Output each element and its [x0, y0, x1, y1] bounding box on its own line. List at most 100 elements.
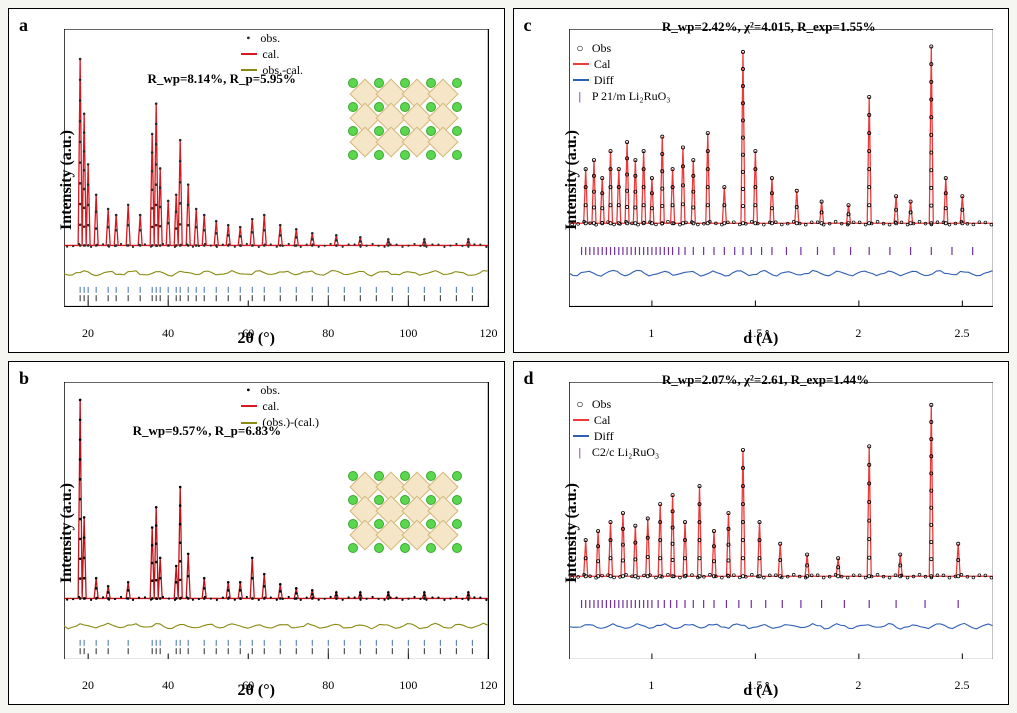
xtick-label: 2 [855, 326, 861, 341]
atom-icon [400, 471, 410, 481]
atom-icon [348, 519, 358, 529]
atom-icon [400, 543, 410, 553]
xtick-label: 2.5 [954, 678, 969, 693]
xtick-label: 1 [648, 326, 654, 341]
legend-symbol [241, 405, 257, 407]
xtick-label: 80 [322, 326, 334, 341]
legend-text: cal. [262, 398, 279, 414]
xtick-label: 40 [162, 678, 174, 693]
atom-icon [348, 495, 358, 505]
panel-d-label: d [524, 368, 534, 389]
atom-icon [426, 150, 436, 160]
atom-icon [400, 495, 410, 505]
legend-item: (obs.)-(cal.) [241, 414, 319, 430]
xtick-label: 2.5 [954, 326, 969, 341]
legend-item: cal. [241, 398, 319, 414]
legend-text: Cal [594, 56, 611, 72]
atom-icon [426, 519, 436, 529]
atom-icon [374, 102, 384, 112]
xtick-label: 20 [82, 678, 94, 693]
legend-item: | C2/c Li₂RuO₃ [573, 444, 659, 460]
xtick-label: 100 [399, 326, 417, 341]
crystal-structure-a [344, 78, 464, 158]
legend-item: ○ Obs [573, 396, 659, 412]
legend-symbol: ○ [573, 40, 587, 56]
panel-b-structure-inset [344, 471, 464, 551]
atom-icon [426, 471, 436, 481]
panel-a-structure-inset [344, 78, 464, 158]
atom-icon [400, 78, 410, 88]
legend-text: Diff [594, 72, 614, 88]
atom-icon [374, 126, 384, 136]
panel-a-label: a [19, 15, 28, 36]
legend-text: obs. [260, 30, 280, 46]
atom-icon [374, 519, 384, 529]
panel-d-legend: ○ ObsCalDiff| C2/c Li₂RuO₃ [573, 396, 659, 461]
legend-symbol: • [241, 30, 255, 46]
legend-symbol: • [241, 382, 255, 398]
atom-icon [348, 126, 358, 136]
panel-c-label: c [524, 15, 532, 36]
atom-icon [374, 495, 384, 505]
legend-symbol [573, 419, 589, 421]
atom-icon [374, 150, 384, 160]
legend-text: Obs [592, 396, 611, 412]
legend-item: Diff [573, 428, 659, 444]
xtick-label: 60 [242, 678, 254, 693]
legend-symbol: | [573, 444, 587, 460]
panel-d-stats: R_wp=2.07%, χ²=2.61, R_exp=1.44% [662, 372, 869, 388]
legend-item: • obs. [241, 30, 303, 46]
atom-icon [374, 543, 384, 553]
panel-c-legend: ○ObsCalDiff | P 21/m Li₂RuO₃ [573, 40, 671, 105]
legend-item: cal. [241, 46, 303, 62]
panel-d: d Intensity (a.u.) d (Å) R_wp=2.07%, χ²=… [513, 361, 1010, 706]
legend-item: obs.-cal. [241, 62, 303, 78]
legend-symbol [241, 53, 257, 55]
legend-symbol [241, 69, 257, 71]
crystal-structure-b [344, 471, 464, 551]
legend-item: •obs. [241, 382, 319, 398]
legend-text: cal. [262, 46, 279, 62]
atom-icon [452, 102, 462, 112]
legend-symbol [573, 79, 589, 81]
atom-icon [374, 471, 384, 481]
legend-item: | P 21/m Li₂RuO₃ [573, 88, 671, 104]
xtick-label: 1 [648, 678, 654, 693]
panel-c-stats: R_wp=2.42%, χ²=4.015, R_exp=1.55% [662, 19, 876, 35]
atom-icon [426, 543, 436, 553]
atom-icon [348, 543, 358, 553]
atom-icon [452, 519, 462, 529]
legend-item: Cal [573, 412, 659, 428]
legend-symbol: | [573, 88, 587, 104]
legend-text: Cal [594, 412, 611, 428]
atom-icon [348, 150, 358, 160]
xtick-label: 80 [322, 678, 334, 693]
xtick-label: 1.5 [747, 678, 762, 693]
xtick-label: 20 [82, 326, 94, 341]
atom-icon [400, 126, 410, 136]
legend-item: Diff [573, 72, 671, 88]
atom-icon [452, 495, 462, 505]
panel-c: c Intensity (a.u.) d (Å) R_wp=2.42%, χ²=… [513, 8, 1010, 353]
panel-b-label: b [19, 368, 29, 389]
atom-icon [400, 150, 410, 160]
legend-text: P 21/m Li₂RuO₃ [592, 88, 671, 104]
legend-symbol: ○ [573, 396, 587, 412]
legend-symbol [241, 422, 257, 424]
atom-icon [452, 78, 462, 88]
atom-icon [426, 102, 436, 112]
legend-item: ○Obs [573, 40, 671, 56]
atom-icon [452, 471, 462, 481]
atom-icon [348, 102, 358, 112]
legend-text: (obs.)-(cal.) [262, 414, 319, 430]
xtick-label: 40 [162, 326, 174, 341]
xtick-label: 2 [855, 678, 861, 693]
atom-icon [426, 495, 436, 505]
atom-icon [374, 78, 384, 88]
legend-text: C2/c Li₂RuO₃ [592, 444, 659, 460]
legend-text: obs.-cal. [262, 62, 303, 78]
atom-icon [452, 150, 462, 160]
atom-icon [400, 102, 410, 112]
panel-a-legend: • obs.cal.obs.-cal. [241, 30, 303, 79]
panel-b: b Intensity (a.u.) 2θ (°) R_wp=9.57%, R_… [8, 361, 505, 706]
